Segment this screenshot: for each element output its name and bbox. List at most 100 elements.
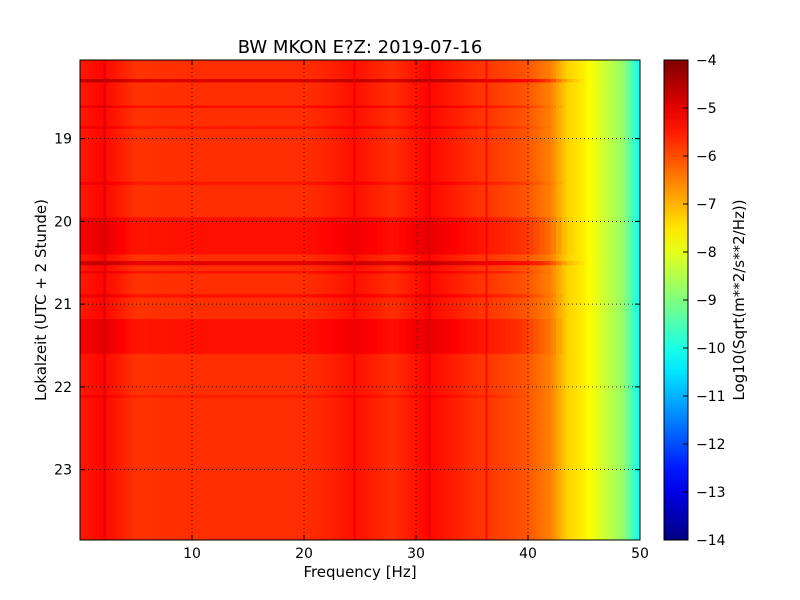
time-band-cell xyxy=(91,261,98,266)
time-band-cell xyxy=(539,181,546,185)
time-band-cell xyxy=(242,126,249,129)
time-band-cell xyxy=(270,217,277,255)
time-band-cell xyxy=(276,294,283,298)
time-band-cell xyxy=(186,105,193,108)
time-band-cell xyxy=(141,105,148,108)
time-band-cell xyxy=(85,271,92,274)
time-band-cell xyxy=(309,126,316,129)
time-band-cell xyxy=(404,294,411,298)
time-band-cell xyxy=(528,294,535,298)
time-band-cell xyxy=(410,79,417,83)
time-band-cell xyxy=(141,395,148,398)
time-band-cell xyxy=(287,79,294,83)
time-band-cell xyxy=(152,181,159,185)
time-band-cell xyxy=(152,217,159,255)
time-band-cell xyxy=(522,294,529,298)
time-band-cell xyxy=(544,79,551,83)
time-band-cell xyxy=(466,105,473,108)
time-band-cell xyxy=(438,294,445,298)
time-band-cell xyxy=(192,126,199,129)
frequency-column xyxy=(488,60,493,540)
time-band-cell xyxy=(124,181,131,185)
time-band-cell xyxy=(180,79,187,83)
time-band-cell xyxy=(348,294,355,298)
time-band-cell xyxy=(460,217,467,255)
time-band-cell xyxy=(354,105,361,108)
time-band-cell xyxy=(169,181,176,185)
time-band-cell xyxy=(248,126,255,129)
frequency-column xyxy=(480,60,484,540)
time-band-cell xyxy=(393,105,400,108)
time-band-cell xyxy=(550,105,557,108)
frequency-column xyxy=(502,60,507,540)
time-band-cell xyxy=(136,261,143,266)
time-band-cell xyxy=(248,395,255,398)
time-band-cell xyxy=(393,395,400,398)
frequency-column xyxy=(578,60,582,540)
time-band-cell xyxy=(152,261,159,266)
time-band-cell xyxy=(472,395,479,398)
time-band-cell xyxy=(556,79,563,83)
time-band-cell xyxy=(113,126,120,129)
time-band-cell xyxy=(276,181,283,185)
time-band-cell xyxy=(360,79,367,83)
time-band-cell xyxy=(556,261,563,266)
time-band-cell xyxy=(80,319,87,354)
time-band-cell xyxy=(242,271,249,274)
time-band-cell xyxy=(399,181,406,185)
frequency-column xyxy=(169,60,173,540)
time-band-cell xyxy=(500,79,507,83)
time-band-cell xyxy=(522,105,529,108)
time-band-cell xyxy=(449,79,456,83)
time-band-cell xyxy=(136,271,143,274)
time-band-cell xyxy=(253,395,260,398)
time-band-cell xyxy=(494,79,501,83)
frequency-column xyxy=(292,60,297,540)
time-band-cell xyxy=(292,319,299,354)
time-band-cell xyxy=(259,217,266,255)
time-band-cell xyxy=(180,271,187,274)
time-band-cell xyxy=(477,181,484,185)
time-band-cell xyxy=(231,181,238,185)
time-band-cell xyxy=(528,79,535,83)
frequency-column xyxy=(158,60,162,540)
time-band-cell xyxy=(220,294,227,298)
time-band-cell xyxy=(410,105,417,108)
time-band-cell xyxy=(91,79,98,83)
time-band-cell xyxy=(466,126,473,129)
frequency-column xyxy=(161,60,165,540)
frequency-column xyxy=(609,60,613,540)
time-band-cell xyxy=(371,105,378,108)
time-band-cell xyxy=(315,395,322,398)
y-tick-label: 19 xyxy=(54,132,72,148)
time-band-cell xyxy=(113,217,120,255)
time-band-cell xyxy=(315,105,322,108)
frequency-column xyxy=(304,60,308,540)
time-band-cell xyxy=(388,395,395,398)
time-band-cell xyxy=(343,105,350,108)
time-band-cell xyxy=(253,181,260,185)
time-band-cell xyxy=(164,395,171,398)
time-band-cell xyxy=(130,79,137,83)
time-band-cell xyxy=(416,319,423,354)
frequency-column xyxy=(477,60,481,540)
time-band-cell xyxy=(516,395,523,398)
frequency-column xyxy=(371,60,375,540)
frequency-column xyxy=(550,60,554,540)
frequency-column xyxy=(150,60,154,540)
time-band-cell xyxy=(544,181,551,185)
time-band-cell xyxy=(343,261,350,266)
time-band-cell xyxy=(298,271,305,274)
time-band-cell xyxy=(298,217,305,255)
frequency-column xyxy=(376,60,381,540)
time-band-cell xyxy=(410,261,417,266)
time-band-cell xyxy=(259,79,266,83)
time-band-cell xyxy=(421,395,428,398)
time-band-cell xyxy=(276,126,283,129)
time-band-cell xyxy=(354,271,361,274)
time-band-cell xyxy=(220,261,227,266)
frequency-column xyxy=(595,60,599,540)
frequency-column xyxy=(119,60,123,540)
frequency-column xyxy=(276,60,280,540)
time-band-cell xyxy=(253,217,260,255)
